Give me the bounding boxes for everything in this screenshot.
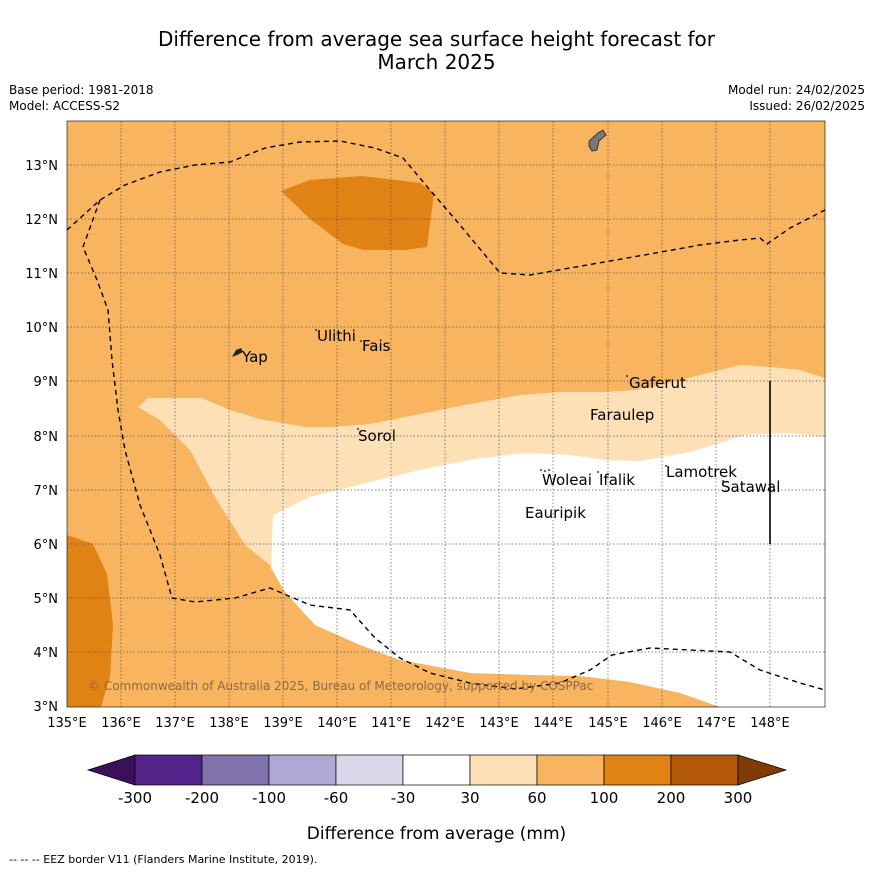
footnote: -- -- -- EEZ border V11 (Flanders Marine… [9, 853, 318, 866]
fill-100-200-southwest [67, 535, 113, 707]
label-ifalik: Ifalik [599, 471, 635, 489]
lon-tick: 138°E [209, 716, 249, 731]
colorbar-segment [536, 754, 605, 786]
lon-tick: 139°E [263, 716, 303, 731]
colorbar-tick: 100 [590, 789, 619, 807]
label-faraulep: Faraulep [590, 406, 654, 424]
colorbar-tick: -100 [252, 789, 286, 807]
colorbar-tick: 300 [724, 789, 753, 807]
title-line-1: Difference from average sea surface heig… [157, 27, 716, 51]
colorbar-tick: -60 [324, 789, 349, 807]
yap-island [232, 348, 243, 357]
base-period: Base period: 1981-2018 [9, 83, 154, 97]
lat-tick: 8°N [34, 430, 59, 445]
lon-tick: 136°E [101, 716, 141, 731]
label-yap: Yap [241, 348, 268, 366]
eez-border [67, 140, 825, 691]
atoll-markers [315, 329, 724, 482]
colorbar-tick: -30 [391, 789, 416, 807]
colorbar-segment [670, 754, 739, 786]
lat-tick: 10°N [25, 321, 58, 336]
lon-tick-labels: 135°E 136°E 137°E 138°E 139°E 140°E 141°… [47, 716, 790, 731]
colorbar-arrow-low [86, 754, 136, 786]
lat-tick: 3°N [34, 700, 59, 715]
label-woleai: Woleai [542, 471, 592, 489]
lat-tick: 11°N [25, 267, 58, 282]
lat-tick: 4°N [34, 646, 59, 661]
lon-tick: 137°E [155, 716, 195, 731]
lon-tick: 146°E [642, 716, 682, 731]
lat-tick: 12°N [25, 213, 58, 228]
label-lamotrek: Lamotrek [666, 463, 737, 481]
lon-tick: 140°E [317, 716, 357, 731]
lon-tick: 148°E [750, 716, 790, 731]
lat-tick-labels: 13°N 12°N 11°N 10°N 9°N 8°N 7°N 6°N 5°N … [25, 159, 58, 715]
lon-tick: 135°E [47, 716, 87, 731]
fill-60-100-wedge [67, 430, 340, 707]
copyright-text: © Commonwealth of Australia 2025, Bureau… [88, 679, 593, 693]
label-ulithi: Ulithi [317, 327, 356, 345]
colorbar-tick: -300 [118, 789, 152, 807]
label-sorol: Sorol [358, 427, 396, 445]
lat-tick: 9°N [34, 375, 59, 390]
model-name: Model: ACCESS-S2 [9, 99, 121, 113]
colorbar-title: Difference from average (mm) [306, 824, 567, 844]
label-eauripik: Eauripik [525, 504, 586, 522]
lon-tick: 147°E [696, 716, 736, 731]
colorbar-arrow-high [737, 754, 788, 786]
lon-tick: 141°E [371, 716, 411, 731]
colorbar [86, 754, 788, 786]
colorbar-segment [402, 754, 471, 786]
chart-title: Difference from average sea surface heig… [0, 28, 873, 74]
model-run: Model run: 24/02/2025 [727, 83, 865, 97]
lat-tick: 7°N [34, 484, 59, 499]
colorbar-segment [201, 754, 270, 786]
colorbar-segment [603, 754, 672, 786]
colorbar-segment [134, 754, 203, 786]
lon-tick: 142°E [425, 716, 465, 731]
issued-date: Issued: 26/02/2025 [749, 99, 865, 113]
colorbar-segment [335, 754, 404, 786]
label-satawal: Satawal [721, 478, 780, 496]
lon-tick: 144°E [533, 716, 573, 731]
lat-tick: 6°N [34, 538, 59, 553]
fill-neutral [271, 433, 825, 707]
colorbar-segment [268, 754, 337, 786]
lon-tick: 145°E [588, 716, 628, 731]
label-fais: Fais [362, 337, 391, 355]
colorbar-tick: 200 [657, 789, 686, 807]
meta-right: Model run: 24/02/2025 Issued: 26/02/2025 [728, 82, 865, 114]
colorbar-tick-labels: -300 -200 -100 -60 -30 30 60 100 200 300 [118, 789, 752, 807]
colorbar-tick: 30 [460, 789, 479, 807]
map-frame [66, 120, 826, 708]
lon-tick: 143°E [479, 716, 519, 731]
title-line-2: March 2025 [377, 50, 496, 74]
lat-tick: 5°N [34, 592, 59, 607]
lat-tick: 13°N [25, 159, 58, 174]
colorbar-tick: 60 [527, 789, 546, 807]
label-gaferut: Gaferut [629, 374, 686, 392]
meta-left: Base period: 1981-2018 Model: ACCESS-S2 [9, 82, 154, 114]
graticule [67, 121, 825, 707]
guam-island [588, 129, 607, 152]
colorbar-tick: -200 [185, 789, 219, 807]
fill-100-200-north [281, 176, 434, 250]
colorbar-segment [469, 754, 538, 786]
